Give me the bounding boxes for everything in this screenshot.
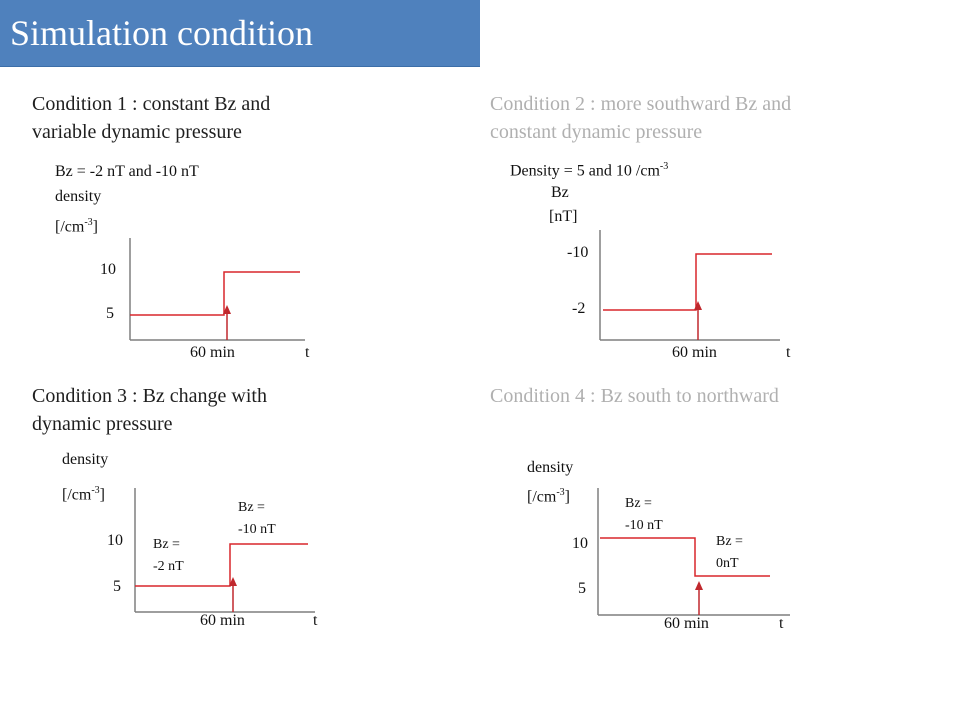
condition4-annotation-right: Bz = 0nT [716, 534, 743, 571]
title-bar: Simulation condition [0, 0, 480, 67]
condition1-heading: Condition 1 : constant Bz and variable d… [32, 93, 271, 143]
condition3-ytick-low: 5 [113, 578, 121, 595]
condition3-annotation-left: Bz = -2 nT [153, 537, 184, 574]
condition1-ylabel: density [55, 188, 102, 205]
condition4-xtick: 60 min [664, 615, 709, 632]
condition4-ytick-low: 5 [578, 580, 586, 597]
condition3-annotation-right: Bz = -10 nT [238, 500, 276, 537]
condition2-xaxis-label: t [786, 344, 791, 361]
condition2-plot [599, 230, 780, 341]
condition2-heading: Condition 2 : more southward Bz and cons… [490, 93, 792, 143]
condition1-yunit: [/cm-3] [55, 217, 98, 236]
condition2-ytick-low: -2 [572, 300, 586, 317]
condition3-ytick-high: 10 [107, 532, 123, 549]
condition1-xtick: 60 min [190, 344, 235, 361]
condition4-yunit: [/cm-3] [527, 487, 570, 506]
condition4-annotation-left: Bz = -10 nT [625, 496, 663, 533]
condition2-step-line [603, 253, 772, 311]
condition1-time-arrowhead [223, 305, 231, 314]
condition4-ytick-high: 10 [572, 535, 588, 552]
condition3-step-line [135, 543, 308, 587]
condition4-plot [597, 488, 790, 616]
slide-title: Simulation condition [10, 13, 313, 53]
condition4-ylabel: density [527, 459, 574, 476]
condition4-time-arrowhead [695, 581, 703, 590]
condition3-plot [134, 488, 315, 613]
condition2-time-arrowhead [694, 301, 702, 310]
condition4-xaxis-label: t [779, 615, 784, 632]
condition1-xaxis-label: t [305, 344, 310, 361]
condition2-xtick: 60 min [672, 344, 717, 361]
condition2-ytick-high: -10 [567, 244, 589, 261]
condition2-yunit: [nT] [549, 208, 578, 225]
condition4-step-line [600, 537, 770, 577]
condition1-ytick-high: 10 [100, 261, 116, 278]
condition1-plot [129, 238, 305, 341]
condition3-heading: Condition 3 : Bz change with dynamic pre… [32, 385, 267, 435]
condition2-param: Density = 5 and 10 /cm-3 [510, 161, 669, 180]
condition4-heading: Condition 4 : Bz south to northward [490, 385, 779, 407]
condition1-ytick-low: 5 [106, 305, 114, 322]
condition3-xtick: 60 min [200, 612, 245, 629]
condition1-param: Bz = -2 nT and -10 nT [55, 163, 199, 180]
condition3-time-arrowhead [229, 577, 237, 586]
condition3-ylabel: density [62, 451, 109, 468]
condition3-xaxis-label: t [313, 612, 318, 629]
condition2-ylabel: Bz [551, 184, 569, 201]
condition3-yunit: [/cm-3] [62, 485, 105, 504]
condition1-step-line [130, 271, 300, 316]
